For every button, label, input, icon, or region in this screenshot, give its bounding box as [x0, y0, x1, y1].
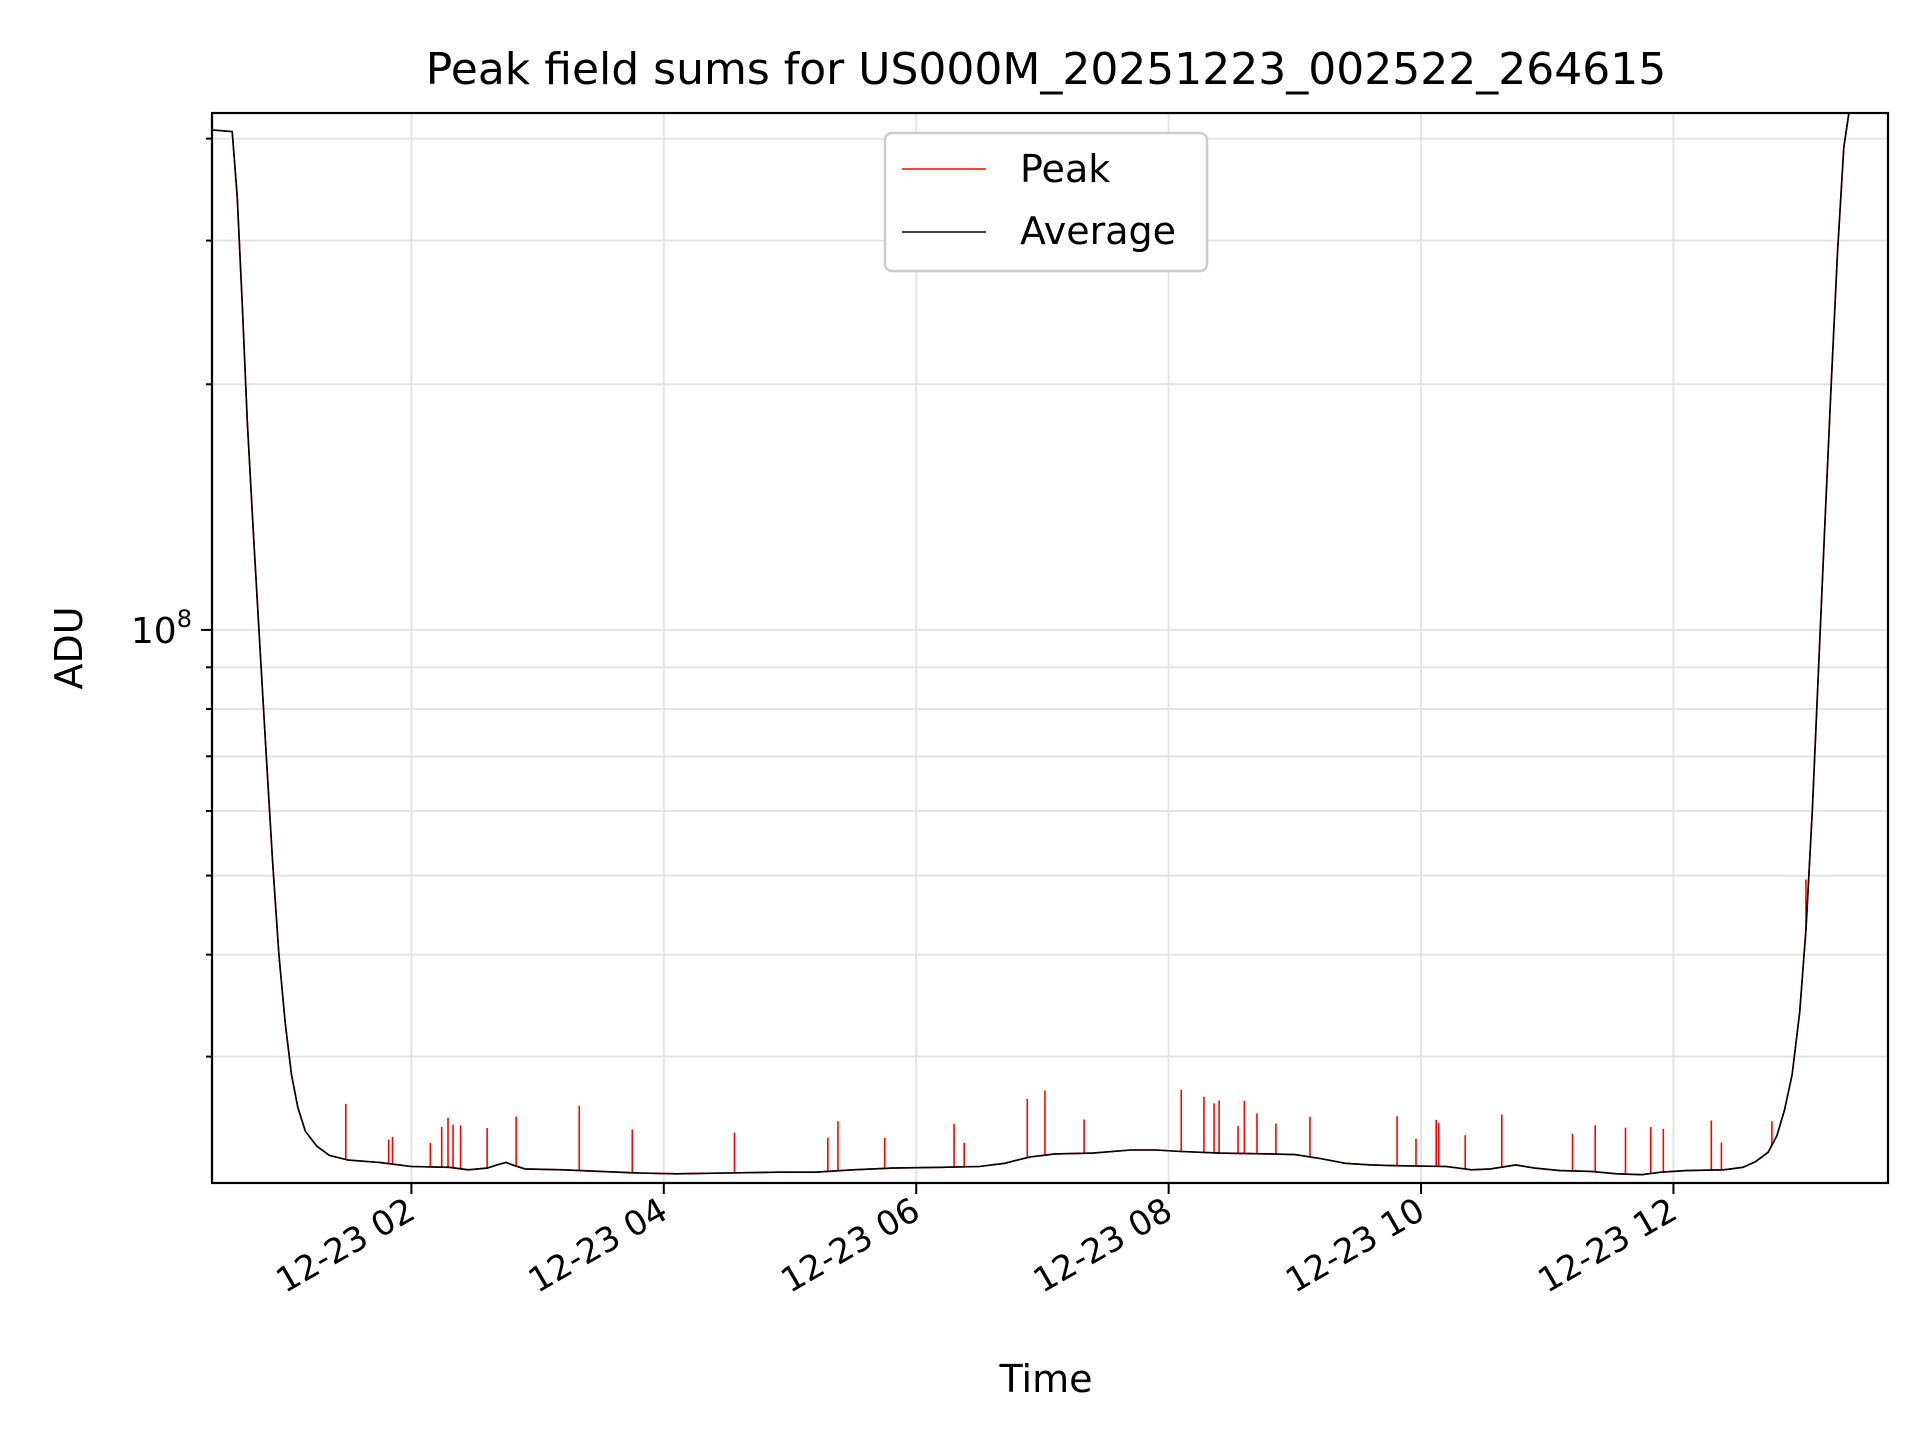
plot-frame [210, 111, 1890, 1185]
legend: Peak Average [883, 131, 1209, 273]
chart-title: Peak field sums for US000M_20251223_0025… [426, 44, 1666, 95]
x-axis-label: Time [999, 1357, 1093, 1401]
y-axis-label: ADU [47, 606, 91, 689]
legend-peak-label: Peak [1020, 147, 1110, 191]
y-tick-label: 108 [131, 605, 192, 652]
average-series [212, 113, 1850, 1176]
legend-box [883, 131, 1209, 273]
average-line [212, 113, 1850, 1176]
legend-average-label: Average [1020, 209, 1176, 253]
plot-area [212, 113, 1850, 1176]
grid-lines [212, 113, 1888, 1183]
